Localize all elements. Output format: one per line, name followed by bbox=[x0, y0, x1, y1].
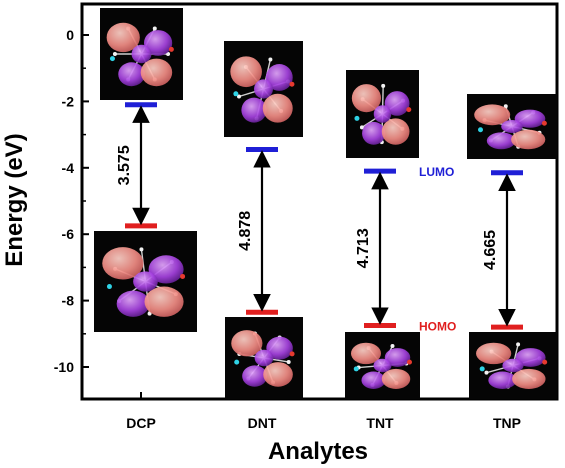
orbital-image-homo-dcp bbox=[94, 231, 197, 332]
y-tick-label: -10 bbox=[54, 359, 74, 375]
orbital-images bbox=[94, 8, 557, 399]
legend-homo: HOMO bbox=[419, 320, 456, 334]
y-tick-label: -8 bbox=[62, 293, 75, 309]
orbital-image-homo-tnt bbox=[345, 332, 420, 399]
y-tick-label: 0 bbox=[66, 27, 74, 43]
y-tick-label: -6 bbox=[62, 226, 75, 242]
x-axis-title: Analytes bbox=[268, 438, 368, 465]
x-axis-ticks: DCP DNT TNT TNP bbox=[126, 392, 521, 431]
y-tick-label: -2 bbox=[62, 93, 75, 109]
y-axis-title: Energy (eV) bbox=[1, 133, 28, 266]
x-tick-label-dcp: DCP bbox=[126, 415, 156, 431]
x-tick-label-dnt: DNT bbox=[248, 415, 277, 431]
band-gap-label-dcp: 3.575 bbox=[116, 145, 133, 185]
x-tick-label-tnp: TNP bbox=[493, 415, 521, 431]
orbital-image-homo-tnp bbox=[469, 332, 557, 399]
band-gap-label-tnp: 4.665 bbox=[482, 230, 499, 270]
band-gap-label-tnt: 4.713 bbox=[355, 228, 372, 268]
band-gap-label-dnt: 4.878 bbox=[237, 211, 254, 251]
y-tick-label: -4 bbox=[62, 160, 75, 176]
x-tick-label-tnt: TNT bbox=[366, 415, 394, 431]
y-axis-ticks: 0 -2 -4 -6 -8 -10 bbox=[54, 27, 89, 375]
band-gap-arrows: 3.575 4.878 4.713 4.665 bbox=[116, 105, 516, 327]
orbital-image-lumo-tnt bbox=[346, 70, 419, 158]
legend: LUMO HOMO bbox=[419, 165, 456, 333]
orbital-image-lumo-dcp bbox=[100, 8, 183, 100]
orbital-image-homo-dnt bbox=[225, 317, 303, 399]
legend-lumo: LUMO bbox=[419, 165, 454, 179]
orbital-image-lumo-tnp bbox=[467, 94, 557, 159]
energy-levels bbox=[125, 102, 523, 330]
orbital-image-lumo-dnt bbox=[224, 41, 303, 137]
